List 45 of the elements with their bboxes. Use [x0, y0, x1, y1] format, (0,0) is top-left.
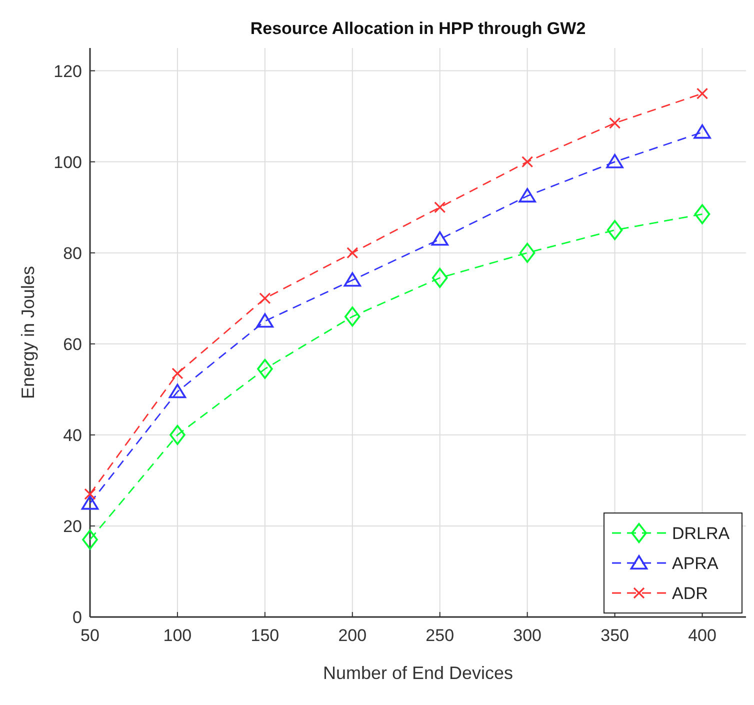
y-axis-title: Energy in Joules — [18, 266, 38, 400]
point — [344, 306, 360, 327]
x-tick-label: 50 — [80, 626, 100, 645]
y-tick-label: 0 — [72, 608, 82, 627]
x-axis-title: Number of End Devices — [322, 663, 514, 683]
x-tick-label: 400 — [688, 626, 716, 645]
point — [259, 292, 271, 304]
y-tick-label: 20 — [63, 516, 82, 536]
point — [609, 117, 621, 129]
point — [256, 313, 274, 328]
point — [168, 384, 186, 398]
point — [518, 188, 536, 202]
x-tick-label: 250 — [426, 626, 454, 645]
point — [694, 204, 710, 224]
chart-title: Resource Allocation in HPP through GW2 — [250, 19, 586, 38]
y-tick-label: 40 — [63, 426, 82, 445]
point — [172, 368, 184, 380]
legend-label: APRA — [672, 554, 719, 573]
legend-label: ADR — [672, 584, 708, 603]
point — [257, 358, 273, 379]
x-tick-label: 100 — [163, 626, 192, 645]
point — [606, 154, 624, 168]
x-tick-label: 200 — [338, 626, 367, 645]
point — [694, 124, 711, 139]
point — [522, 156, 534, 168]
x-tick-label: 300 — [513, 626, 542, 645]
legend-label: DRLRA — [672, 524, 730, 543]
x-tick-label: 150 — [250, 626, 280, 645]
point — [431, 231, 448, 246]
x-tick-label: 350 — [600, 626, 629, 645]
point — [519, 242, 536, 263]
point — [346, 247, 358, 259]
point — [81, 495, 99, 510]
point — [696, 88, 708, 100]
point — [434, 202, 446, 214]
y-tick-label: 120 — [54, 62, 82, 81]
point — [344, 272, 361, 287]
y-tick-label: 80 — [63, 244, 82, 263]
point — [432, 268, 448, 288]
point — [170, 424, 186, 445]
point — [606, 220, 623, 240]
point — [82, 530, 98, 550]
y-tick-label: 100 — [54, 152, 82, 172]
point — [84, 488, 96, 500]
y-tick-label: 60 — [63, 334, 82, 354]
